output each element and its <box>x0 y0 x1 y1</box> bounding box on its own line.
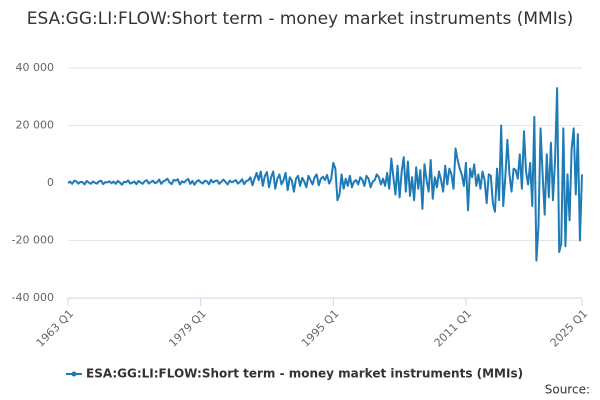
y-tick-label: 20 000 <box>16 119 55 132</box>
x-tick-label: 2011 Q1 <box>432 307 475 350</box>
y-tick-label: 0 <box>47 176 54 189</box>
x-tick-label: 1995 Q1 <box>299 307 342 350</box>
x-tick-label: 1979 Q1 <box>166 307 209 350</box>
source: Source: <box>545 383 590 397</box>
data-line <box>67 87 583 262</box>
legend-label: ESA:GG:LI:FLOW:Short term - money market… <box>86 367 523 381</box>
x-tick-label: 2025 Q1 <box>548 307 591 350</box>
y-tick-label: -40 000 <box>12 291 54 304</box>
chart-title: ESA:GG:LI:FLOW:Short term - money market… <box>26 9 574 29</box>
x-tick-label: 1963 Q1 <box>34 307 77 350</box>
y-tick-label: 40 000 <box>16 61 55 74</box>
y-tick-label: -20 000 <box>12 234 54 247</box>
legend-marker <box>71 371 77 377</box>
